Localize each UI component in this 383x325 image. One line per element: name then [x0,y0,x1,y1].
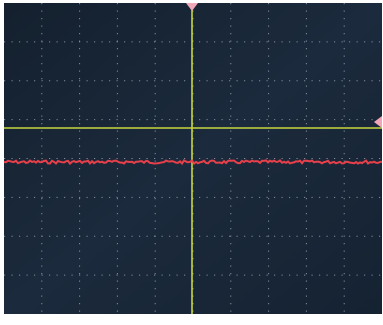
page: (() => { const svg = document.getElement… [0,0,383,325]
oscilloscope-screen [0,0,383,325]
display [4,3,382,314]
